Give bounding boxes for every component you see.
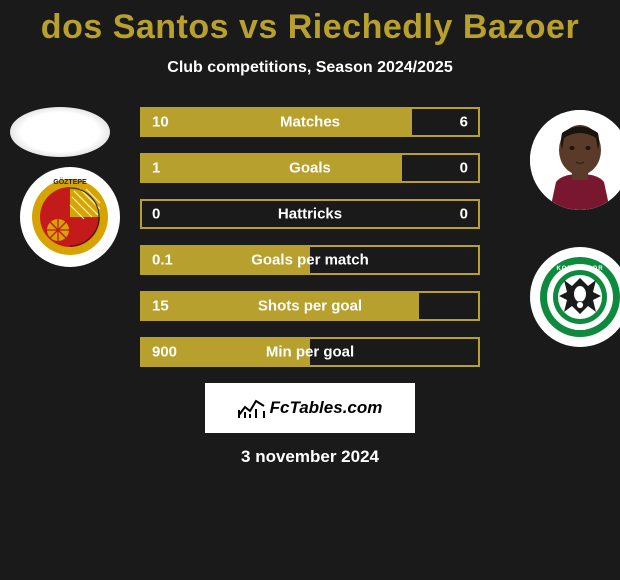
stat-label: Goals per match (251, 252, 369, 269)
date-text: 3 november 2024 (0, 447, 620, 467)
stat-label: Matches (280, 114, 340, 131)
stat-value-left: 15 (152, 298, 169, 315)
stat-row: 15 Shots per goal (140, 291, 480, 321)
player-right-avatar (530, 110, 620, 210)
konyaspor-badge-icon: KONYASPOR 1981 (539, 256, 620, 338)
comparison-content: GÖZTEPE KONYASPOR 1981 106Matches10Goals… (0, 107, 620, 367)
stat-row: 900 Min per goal (140, 337, 480, 367)
stat-bar-left (140, 153, 310, 183)
footer-logo-text: FcTables.com (270, 398, 383, 418)
stat-row: 0 0 Hattricks (140, 199, 480, 229)
stats-bars: 106Matches10Goals00Hattricks0.1Goals per… (140, 107, 480, 367)
stat-label: Min per goal (266, 344, 354, 361)
stat-value-left: 0.1 (152, 252, 173, 269)
stat-row: 0.1 Goals per match (140, 245, 480, 275)
stat-row: 1 0 Goals (140, 153, 480, 183)
stat-label: Shots per goal (258, 298, 362, 315)
svg-text:1981: 1981 (574, 326, 585, 332)
stat-label: Hattricks (278, 206, 342, 223)
stat-value-left: 10 (152, 114, 169, 131)
player-left-club-badge: GÖZTEPE (20, 167, 120, 267)
stat-value-left: 1 (152, 160, 160, 177)
subtitle: Club competitions, Season 2024/2025 (0, 59, 620, 77)
stat-label: Goals (289, 160, 331, 177)
stat-value-left: 900 (152, 344, 177, 361)
player-photo-icon (530, 110, 620, 210)
fctables-logo: FcTables.com (205, 383, 415, 433)
page-title: dos Santos vs Riechedly Bazoer (0, 0, 620, 47)
stat-value-right: 0 (460, 206, 468, 223)
svg-text:GÖZTEPE: GÖZTEPE (53, 177, 87, 186)
stat-value-left: 0 (152, 206, 160, 223)
player-right-club-badge: KONYASPOR 1981 (530, 247, 620, 347)
fctables-chart-icon (238, 397, 266, 419)
goztepe-badge-icon: GÖZTEPE (30, 177, 110, 257)
svg-text:KONYASPOR: KONYASPOR (556, 266, 603, 272)
stat-value-right: 0 (460, 160, 468, 177)
player-left-avatar-placeholder (10, 107, 110, 157)
stat-value-right: 6 (460, 114, 468, 131)
stat-row: 10 6 Matches (140, 107, 480, 137)
